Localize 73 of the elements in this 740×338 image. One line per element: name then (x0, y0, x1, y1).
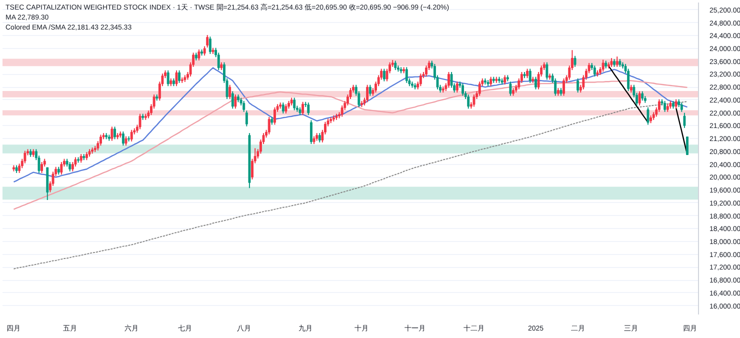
candlestick (282, 102, 284, 114)
candlestick (74, 156, 77, 168)
candlestick (114, 126, 116, 140)
candlestick (60, 162, 63, 176)
candlestick (528, 68, 532, 84)
candlestick (234, 94, 237, 110)
candlestick (602, 59, 604, 72)
candlestick (686, 136, 689, 156)
candlestick (340, 104, 344, 118)
line-series (608, 66, 649, 124)
candlestick (658, 98, 660, 112)
candlestick (526, 68, 529, 79)
candlestick (206, 34, 209, 48)
candlestick (130, 129, 133, 142)
candlestick (562, 78, 566, 96)
candlestick (166, 70, 170, 87)
candlestick (302, 101, 304, 116)
candlestick (509, 81, 512, 96)
candlestick (40, 162, 44, 174)
candlestick (99, 134, 102, 146)
candlestick (447, 71, 450, 88)
candlestick (394, 60, 397, 71)
candlestick (462, 82, 464, 96)
candlestick (208, 36, 212, 54)
candlestick (554, 78, 557, 96)
candlestick (683, 112, 686, 128)
candlestick (641, 90, 644, 102)
candlestick (680, 102, 683, 112)
candlestick (68, 162, 72, 172)
candlestick (138, 113, 142, 130)
candlestick (203, 46, 206, 56)
candlestick (382, 68, 386, 82)
candlestick (217, 52, 220, 71)
candlestick (664, 100, 666, 112)
candlestick (198, 48, 200, 61)
candlestick (273, 106, 276, 126)
candlestick (178, 70, 181, 84)
candlestick (546, 62, 548, 80)
candlestick (24, 150, 26, 164)
candlestick (674, 98, 678, 110)
candlestick (593, 65, 596, 77)
candlestick (284, 104, 288, 114)
candlestick (18, 163, 21, 174)
candlestick (574, 55, 576, 68)
candlestick (368, 84, 372, 96)
candlestick (405, 66, 408, 84)
candlestick (228, 84, 232, 100)
candlestick (110, 126, 114, 142)
candlestick (318, 132, 321, 143)
candlestick (472, 94, 476, 108)
candlestick (307, 102, 310, 116)
candlestick (534, 76, 537, 90)
candlestick (467, 94, 470, 110)
candlestick (627, 68, 630, 92)
candlestick (231, 90, 234, 110)
candlestick (450, 71, 453, 88)
line-series (13, 101, 688, 270)
candlestick (576, 78, 580, 94)
candlestick (638, 90, 641, 106)
candlestick (122, 130, 124, 146)
candlestick (456, 81, 458, 94)
candlestick (268, 116, 270, 135)
candlestick (478, 81, 481, 96)
candlestick (124, 136, 128, 146)
candlestick (175, 70, 178, 87)
candlestick (366, 84, 369, 103)
candlestick (310, 120, 312, 145)
candlestick (419, 73, 422, 87)
candlestick (616, 56, 618, 68)
candlestick (490, 76, 492, 87)
candlestick (646, 106, 650, 126)
candlestick (293, 97, 296, 111)
candlestick (504, 74, 506, 86)
